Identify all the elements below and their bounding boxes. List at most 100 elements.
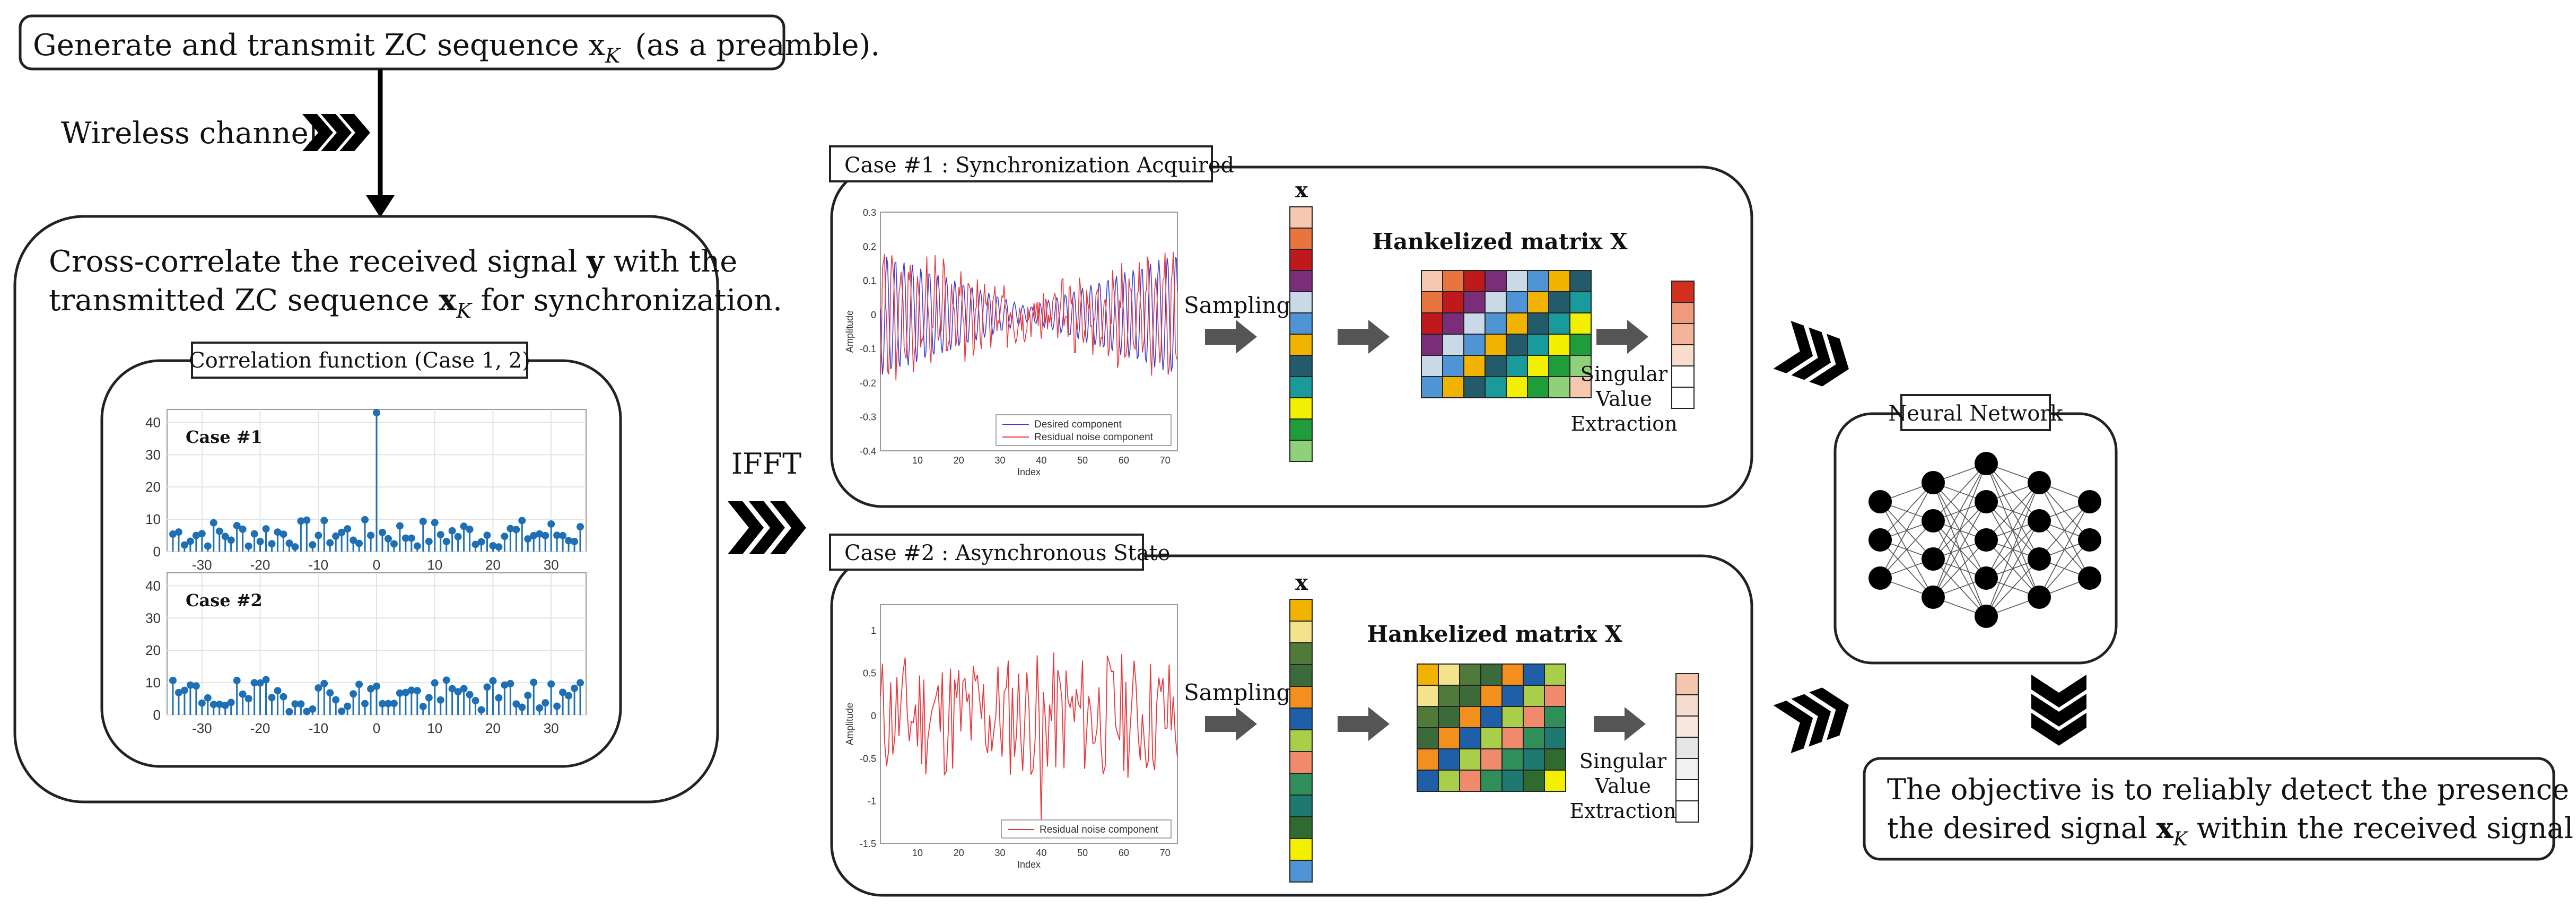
objective-line2-pre: the desired signal (1887, 811, 2156, 845)
case2-title: Case #2 : Asynchronous State (844, 541, 1170, 565)
case2-to-nn-chevrons-icon (1773, 687, 1849, 754)
matrix-cell (1417, 706, 1439, 728)
stem-marker (559, 688, 567, 696)
top-box-sub: K (605, 44, 622, 67)
matrix-cell (1421, 376, 1443, 398)
stem-marker (512, 526, 520, 534)
matrix-cell (1501, 706, 1524, 728)
singular-value-cell (1671, 302, 1695, 324)
matrix-cell (1523, 770, 1545, 792)
stem-marker (384, 700, 392, 708)
stem-marker (303, 516, 311, 524)
nn-node (1922, 586, 1945, 609)
objective-box: The objective is to reliably detect the … (1863, 757, 2576, 861)
stem-marker (565, 692, 573, 700)
y-tick-label: 40 (145, 414, 161, 430)
stem-marker (367, 685, 375, 693)
matrix-cell (1527, 355, 1549, 377)
case1-singular-values (1671, 281, 1695, 409)
stem-marker (390, 700, 398, 708)
stem-marker (256, 679, 264, 687)
objective-line1: The objective is to reliably detect the … (1887, 773, 2576, 806)
matrix-cell (1463, 376, 1486, 398)
legend-entry: Residual noise component (1034, 432, 1154, 443)
case2-svd-line2: Value (1594, 774, 1651, 798)
matrix-cell (1569, 334, 1592, 356)
y-tick-label: 10 (145, 511, 161, 527)
nn-edge (1986, 558, 2040, 617)
stem-marker (256, 538, 264, 546)
stem-marker (355, 680, 363, 688)
matrix-cell (1417, 748, 1439, 771)
stem-marker (280, 693, 287, 701)
case2-svd-arrow (1594, 707, 1646, 741)
corr-plot-case2-label: Case #2 (186, 590, 263, 610)
y-tick-label: 1 (871, 625, 876, 636)
nn-edge (1986, 520, 2040, 617)
y-tick-label: 0.1 (863, 276, 876, 286)
stem-marker (361, 700, 369, 708)
matrix-cell (1421, 270, 1443, 292)
stem-marker (180, 541, 188, 549)
matrix-cell (1480, 727, 1503, 749)
stem-marker (518, 703, 526, 711)
vector-cell (1289, 397, 1313, 420)
matrix-cell (1544, 706, 1566, 728)
stem-marker (244, 695, 252, 703)
stem-marker (413, 687, 421, 695)
matrix-cell (1506, 312, 1528, 335)
stem-marker (297, 700, 305, 708)
y-tick-label: 0 (153, 544, 161, 560)
matrix-cell (1485, 334, 1507, 356)
vector-cell (1289, 599, 1313, 622)
matrix-cell (1485, 376, 1507, 398)
stem-marker (326, 689, 334, 697)
stem-marker (507, 525, 514, 532)
y-tick-label: 30 (145, 447, 161, 462)
stem-marker (407, 534, 415, 542)
matrix-cell (1417, 663, 1439, 686)
matrix-cell (1459, 748, 1481, 771)
matrix-cell (1463, 355, 1486, 377)
stem-marker (501, 532, 509, 540)
stem-marker (460, 522, 468, 530)
case2-signal-plot: 1 0.5 0 -0.5 -1 -1.5 10 20 30 40 50 60 70 Amplitude In… (844, 604, 1178, 870)
stem-marker (501, 681, 509, 689)
singular-value-cell (1671, 387, 1695, 409)
nn-node (1868, 528, 1892, 552)
stem-marker (396, 522, 404, 530)
nn-node (1975, 566, 1998, 590)
stem-marker (303, 708, 311, 715)
case1-svd-line3: Extraction (1570, 412, 1677, 435)
x-tick-label: 30 (995, 848, 1006, 858)
nn-edge (1933, 463, 1987, 598)
matrix-cell (1506, 334, 1528, 356)
case2-vector-label: x (1295, 570, 1308, 595)
vector-cell (1289, 621, 1313, 643)
x-tick-label: 50 (1077, 848, 1088, 858)
stem-marker (186, 537, 194, 545)
matrix-cell (1544, 748, 1566, 771)
case2-sampling-label: Sampling (1184, 679, 1290, 705)
stem-marker (401, 534, 409, 542)
case1-svd-line2: Value (1595, 387, 1652, 411)
matrix-cell (1480, 770, 1503, 792)
x-tick-label: 10 (912, 455, 923, 466)
x-tick-label: -10 (308, 720, 328, 736)
case2-hankel-label: Hankelized matrix X (1367, 621, 1622, 647)
stem-marker (350, 690, 357, 698)
stem-marker (309, 541, 317, 549)
x-tick-label: 30 (544, 557, 559, 573)
stem-marker (174, 528, 182, 536)
matrix-cell (1506, 355, 1528, 377)
vector-cell (1289, 751, 1313, 774)
objective-line2-sub: K (2173, 828, 2189, 850)
matrix-cell (1480, 685, 1503, 707)
matrix-cell (1501, 727, 1524, 749)
y-tick-label: 30 (145, 610, 161, 626)
wireless-chevrons-icon (302, 114, 370, 151)
stem-marker (198, 530, 206, 538)
matrix-cell (1527, 291, 1549, 313)
stem-marker (448, 685, 456, 693)
